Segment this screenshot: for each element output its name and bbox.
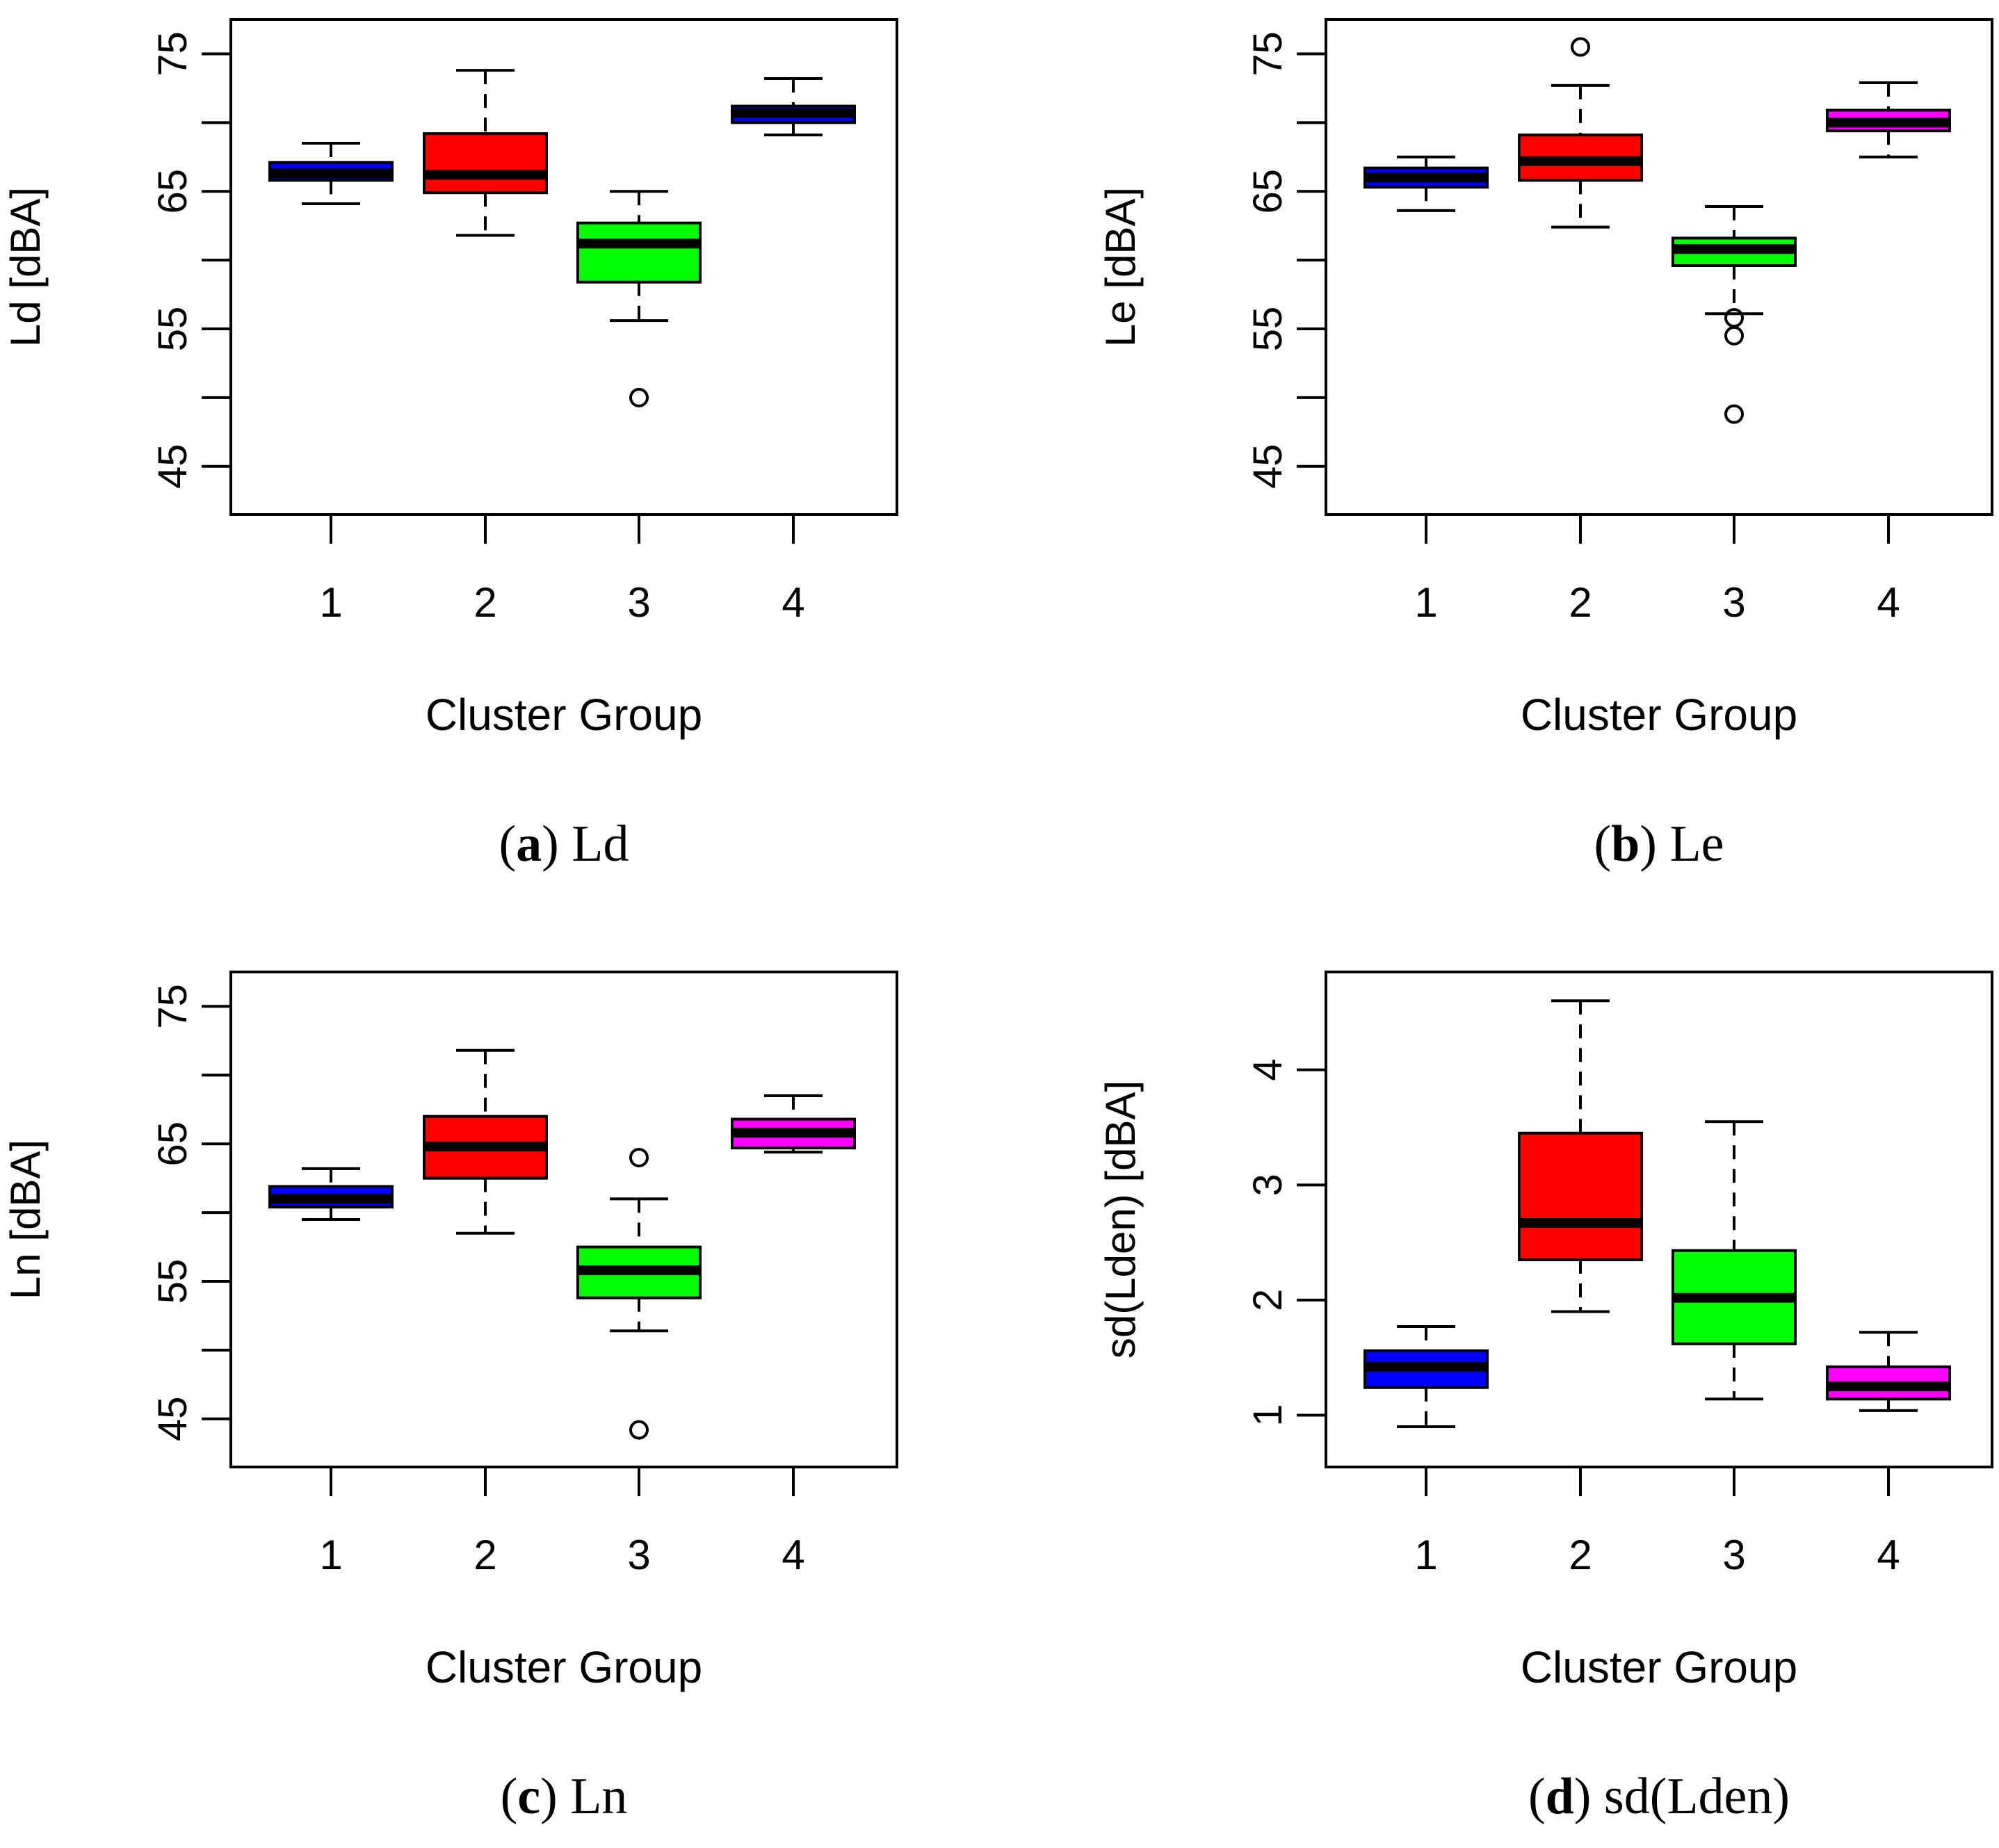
panel-caption: (a) Ld [499,816,629,873]
y-tick-label: 55 [1245,307,1290,352]
panel-c: 45 55 65 75 Ln [dBA] 1 2 3 4 Cluster Group (c) Ln [2,971,898,1825]
box-group-1 [268,1167,394,1221]
plot-frame [229,971,898,1468]
box-group-3 [576,190,702,407]
panel-d: 1 2 3 4 sd(Lden) [dBA] 1 2 3 4 Cluster Group (d) s… [1097,971,1993,1825]
x-tick-label: 4 [1877,579,1900,626]
x-tick-label: 1 [319,1532,342,1578]
box-group-4 [1826,1331,1951,1412]
y-tick-label: 45 [150,444,195,489]
box-group-2 [1518,999,1643,1313]
y-tick-label: 75 [1245,31,1290,76]
box-group-4 [731,77,856,137]
y-axis-label: Ln [dBA] [2,1140,49,1299]
y-tick-label: 55 [150,1259,195,1304]
outlier-point [1724,404,1744,424]
box-group-2 [1518,37,1643,229]
x-tick-label: 3 [627,579,650,626]
panel-a: 45 55 65 75 Ld [dBA] 1 2 3 4 Cluster Group (a) Ld [2,18,898,873]
x-tick-label: 2 [474,1532,496,1578]
caption-letter: c [517,1768,540,1825]
y-tick-label: 2 [1245,1289,1290,1311]
x-tick-label: 3 [627,1532,650,1578]
y-tick-label: 3 [1245,1174,1290,1196]
caption-text: Ln [570,1768,627,1825]
box-group-4 [1826,81,1951,159]
x-tick-label: 1 [319,579,342,626]
caption-open-paren: ( [501,1768,518,1825]
caption-close-paren: ) [1574,1768,1604,1825]
outlier-point [629,1148,649,1167]
plot-frame [1325,18,1993,516]
y-tick-label: 1 [1245,1404,1290,1426]
box-group-2 [423,1048,548,1235]
x-tick-label: 2 [1569,1532,1592,1578]
x-axis-label: Cluster Group [1521,1642,1797,1692]
y-axis-label: Le [dBA] [1097,187,1144,347]
box-group-4 [731,1094,856,1154]
outlier-point [629,387,649,407]
caption-open-paren: ( [1528,1768,1546,1825]
caption-text: Ld [572,816,629,873]
panel-caption: (d) sd(Lden) [1528,1768,1790,1825]
box-group-3 [1672,204,1797,424]
caption-close-paren: ) [540,1768,570,1825]
outlier-point [1571,37,1590,57]
box-group-3 [1672,1120,1797,1401]
x-tick-label: 2 [1569,579,1592,626]
panel-caption: (b) Le [1594,816,1724,873]
panel-b: 45 55 65 75 Le [dBA] 1 2 3 4 Cluster Group (b) Le [1097,18,1993,873]
x-axis-label: Cluster Group [426,690,702,740]
iqr-box [576,221,702,284]
box-group-2 [423,69,548,237]
caption-letter: a [516,816,542,873]
y-tick-label: 45 [1245,444,1290,489]
panel-caption: (c) Ln [501,1768,628,1825]
caption-text: sd(Lden) [1604,1768,1790,1825]
box-group-1 [268,142,394,206]
x-tick-label: 3 [1722,579,1745,626]
caption-letter: d [1546,1768,1574,1825]
outlier-point [1724,325,1744,346]
y-tick-label: 75 [150,984,195,1029]
x-tick-label: 3 [1722,1532,1745,1578]
x-axis-label: Cluster Group [426,1642,702,1692]
caption-letter: b [1611,816,1640,873]
x-axis-label: Cluster Group [1521,690,1797,740]
y-tick-label: 75 [150,31,195,76]
y-axis-label: sd(Lden) [dBA] [1097,1080,1144,1359]
y-tick-label: 4 [1245,1059,1290,1081]
y-tick-label: 65 [150,1121,195,1167]
caption-close-paren: ) [542,816,572,873]
box-group-1 [1363,155,1489,212]
x-tick-label: 1 [1414,579,1437,626]
plot-frame [1325,971,1993,1468]
y-tick-label: 45 [150,1397,195,1442]
box-group-1 [1363,1324,1489,1429]
y-tick-label: 55 [150,307,195,352]
x-tick-label: 1 [1414,1532,1437,1578]
iqr-box [423,132,548,195]
outlier-point [629,1420,649,1440]
y-tick-label: 65 [1245,169,1290,214]
x-tick-label: 4 [782,1532,804,1578]
outlier-point [1724,308,1744,328]
y-tick-label: 65 [150,169,195,214]
caption-open-paren: ( [1594,816,1611,873]
box-group-3 [576,1148,702,1440]
x-tick-label: 4 [1877,1532,1900,1578]
x-tick-label: 4 [782,579,804,626]
iqr-box [1518,1131,1643,1261]
y-axis-label: Ld [dBA] [2,187,49,347]
caption-close-paren: ) [1640,816,1669,873]
caption-text: Le [1669,816,1724,873]
x-tick-label: 2 [474,579,496,626]
caption-open-paren: ( [499,816,516,873]
plot-frame [229,18,898,516]
